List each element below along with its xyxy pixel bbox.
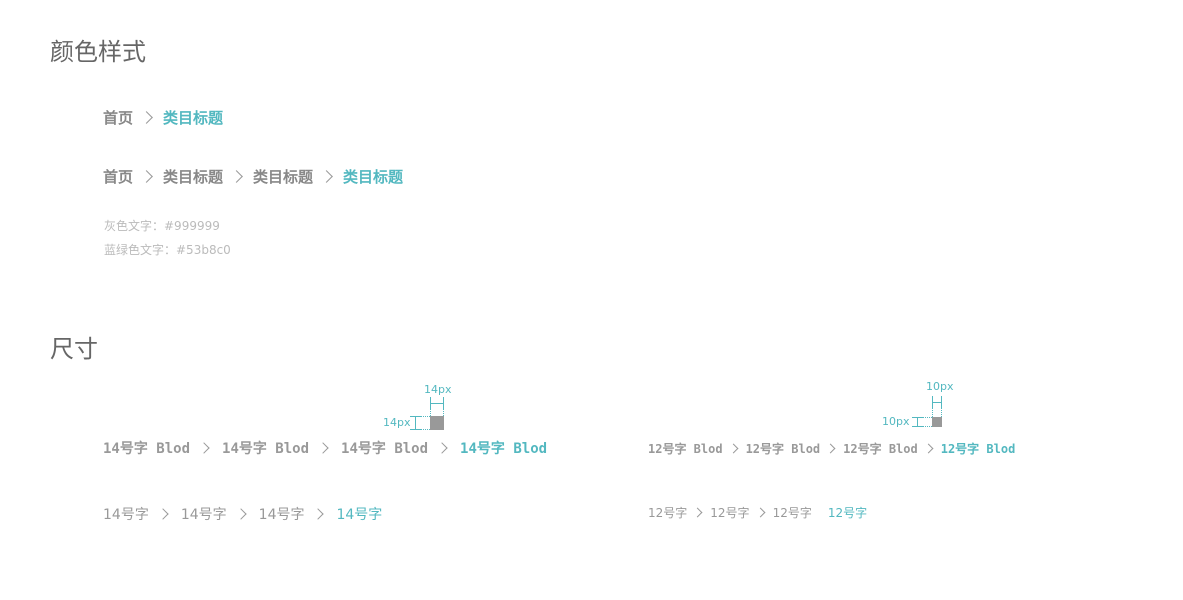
breadcrumb-14-bold: 14号字 Blod 14号字 Blod 14号字 Blod 14号字 Blod [103,438,547,458]
note-teal-text: 蓝绿色文字：#53b8c0 [104,243,231,257]
dim-10-height-bracket [912,417,922,427]
dim-14-guide-v [430,408,431,416]
dim-14-box [430,416,444,430]
chevron-right-icon [692,507,703,518]
chevron-right-icon [234,508,247,520]
chevron-right-icon [140,170,153,183]
size-section-title: 尺寸 [50,335,98,363]
breadcrumb-item-current: 14号字 Blod [460,441,548,457]
breadcrumb-item[interactable]: 14号字 [258,507,305,523]
breadcrumb-item[interactable]: 12号字 [710,506,750,520]
breadcrumb-item[interactable]: 14号字 [103,507,149,523]
dim-10-width-bracket [932,396,942,407]
dim-10-guide-h [922,426,932,427]
chevron-right-icon [436,442,448,454]
chevron-right-icon [317,442,329,454]
breadcrumb-12-regular: 12号字 12号字 12号字 12号字 [648,504,867,521]
dim-10-width-label: 10px [926,380,954,393]
dim-14-guide-h [420,416,430,417]
chevron-right-icon [728,443,739,454]
breadcrumb-item[interactable]: 12号字 Blod [648,442,723,456]
breadcrumb-item-home[interactable]: 首页 [103,109,134,127]
breadcrumb-item-category[interactable]: 类目标题 [163,168,224,186]
breadcrumb-item[interactable]: 12号字 Blod [745,442,821,456]
note-gray-text: 灰色文字：#999999 [104,219,220,233]
breadcrumb-item-current: 类目标题 [343,168,404,186]
breadcrumb-item-current: 14号字 [336,507,383,523]
dim-14-width-bracket [430,397,444,408]
breadcrumb-item[interactable]: 12号字 Blod [843,442,918,456]
chevron-right-icon [755,507,766,518]
chevron-right-icon [140,111,153,124]
breadcrumb-item[interactable]: 14号字 Blod [103,441,191,457]
breadcrumb-item[interactable]: 12号字 [648,506,688,520]
breadcrumb-color-long: 首页 类目标题 类目标题 类目标题 [103,166,403,187]
breadcrumb-item[interactable]: 14号字 Blod [222,441,310,457]
dim-10-guide-h [922,417,932,418]
chevron-right-icon [312,508,325,520]
color-section-title: 颜色样式 [50,38,146,66]
breadcrumb-12-bold: 12号字 Blod 12号字 Blod 12号字 Blod 12号字 Blod [648,440,1015,457]
dim-10-box [932,417,942,427]
breadcrumb-14-regular: 14号字 14号字 14号字 14号字 [103,504,382,524]
dim-10-guide-v [932,407,933,417]
dim-10-guide-v [941,407,942,417]
dim-10-height-label: 10px [882,415,910,428]
dim-14-guide-h [420,429,430,430]
breadcrumb-item-current: 12号字 [827,506,868,520]
dim-14-height-bracket [410,416,420,430]
dim-14-width-label: 14px [424,383,452,396]
chevron-right-icon [825,443,836,454]
chevron-right-icon [198,442,210,454]
chevron-right-icon [157,508,169,520]
chevron-right-icon [230,170,243,183]
breadcrumb-item[interactable]: 12号字 [772,506,812,520]
dim-14-guide-v [443,408,444,416]
breadcrumb-item-current: 12号字 Blod [940,442,1016,456]
breadcrumb-item-current: 类目标题 [163,109,224,127]
breadcrumb-item-category[interactable]: 类目标题 [253,168,314,186]
dim-14-height-label: 14px [383,416,411,429]
breadcrumb-item[interactable]: 14号字 Blod [341,441,429,457]
breadcrumb-color-short: 首页 类目标题 [103,107,223,128]
chevron-right-icon [923,443,934,454]
breadcrumb-item[interactable]: 14号字 [180,507,227,523]
breadcrumb-item-home[interactable]: 首页 [103,168,134,186]
chevron-right-icon [320,170,333,183]
